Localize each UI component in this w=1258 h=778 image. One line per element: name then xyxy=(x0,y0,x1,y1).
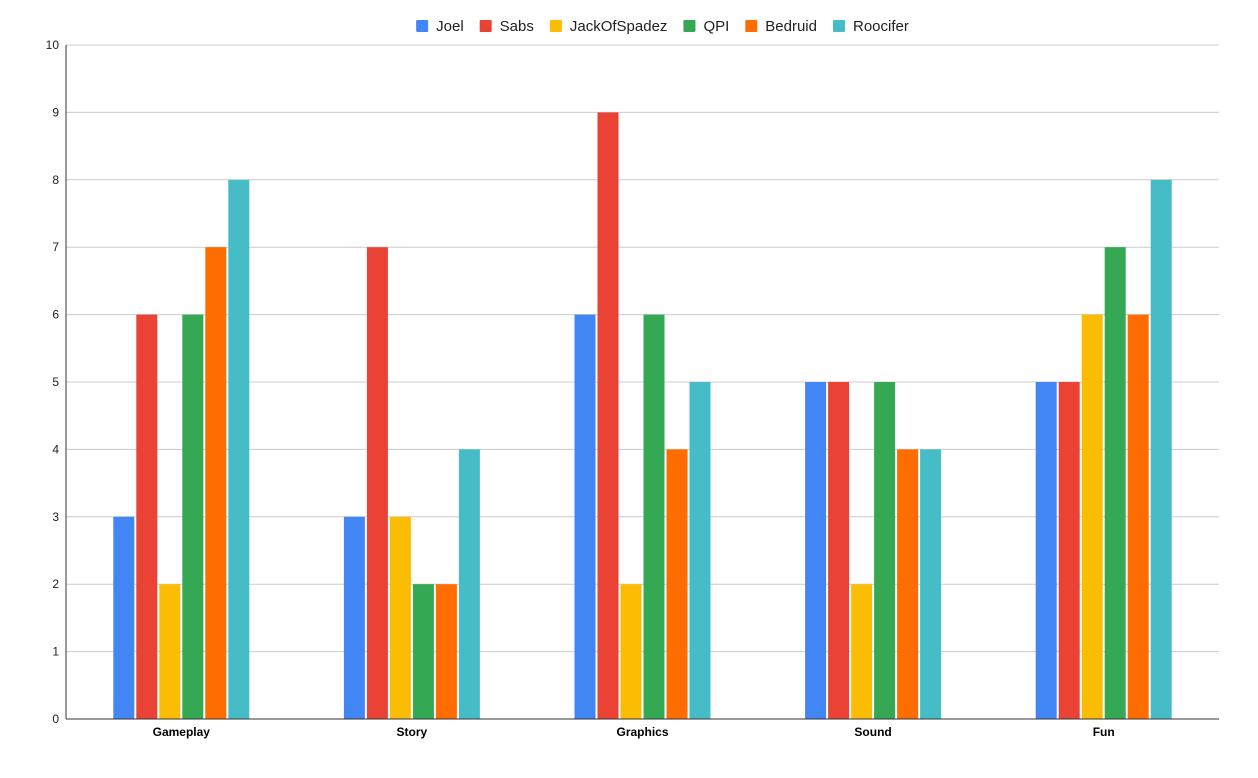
bar-gameplay-joel xyxy=(113,516,135,719)
bar-sound-roocifer xyxy=(920,449,942,719)
bar-fun-joel xyxy=(1035,382,1057,719)
bar-gameplay-qpi xyxy=(182,314,204,719)
bar-graphics-bedruid xyxy=(666,449,688,719)
x-category-label: Sound xyxy=(854,725,891,739)
y-tick-label: 0 xyxy=(52,712,59,726)
legend-item-bedruid[interactable]: Bedruid xyxy=(745,18,817,35)
y-tick-label: 6 xyxy=(52,308,59,322)
bar-sound-bedruid xyxy=(897,449,919,719)
bar-fun-sabs xyxy=(1058,382,1080,719)
legend-swatch xyxy=(479,20,492,32)
legend-label: Joel xyxy=(436,18,464,35)
y-tick-label: 2 xyxy=(52,577,59,591)
bar-gameplay-roocifer xyxy=(228,179,250,720)
bar-sound-jackofspadez xyxy=(851,584,873,719)
y-tick-label: 10 xyxy=(46,38,60,52)
y-tick-label: 4 xyxy=(52,442,59,456)
legend-swatch xyxy=(745,20,758,32)
legend-item-sabs[interactable]: Sabs xyxy=(479,18,534,35)
legend-swatch xyxy=(683,20,696,32)
bar-graphics-jackofspadez xyxy=(620,584,642,719)
bar-sound-sabs xyxy=(828,382,850,719)
bar-sound-joel xyxy=(805,382,827,719)
y-tick-label: 7 xyxy=(52,240,59,254)
bar-fun-roocifer xyxy=(1150,179,1172,720)
bar-graphics-qpi xyxy=(643,314,665,719)
bar-fun-qpi xyxy=(1104,247,1126,719)
y-tick-label: 9 xyxy=(52,105,59,119)
bar-story-joel xyxy=(343,516,365,719)
legend-label: Roocifer xyxy=(853,18,909,35)
legend-swatch xyxy=(832,20,845,32)
bars xyxy=(113,112,1172,720)
legend-label: QPI xyxy=(703,18,729,35)
bar-gameplay-jackofspadez xyxy=(159,584,181,719)
legend-label: Bedruid xyxy=(765,18,817,35)
bar-graphics-sabs xyxy=(597,112,619,719)
legend-swatch xyxy=(416,20,429,32)
bar-graphics-joel xyxy=(574,314,596,719)
bar-story-jackofspadez xyxy=(389,516,411,719)
legend-swatch xyxy=(549,20,562,32)
bar-gameplay-bedruid xyxy=(205,247,227,719)
x-category-label: Gameplay xyxy=(153,725,211,739)
x-category-label: Graphics xyxy=(616,725,668,739)
bar-graphics-roocifer xyxy=(689,382,711,719)
y-tick-label: 1 xyxy=(52,645,59,659)
y-tick-label: 5 xyxy=(52,375,59,389)
y-axis-tick-labels: 0 1 2 3 4 5 6 7 8 9 10 xyxy=(46,38,60,726)
legend-item-joel[interactable]: Joel xyxy=(416,18,464,35)
gridlines xyxy=(66,44,1219,653)
bar-sound-qpi xyxy=(874,382,896,719)
axes xyxy=(65,45,1219,720)
x-axis-category-labels: Gameplay Story Graphics Sound Fun xyxy=(153,725,1115,739)
bar-story-bedruid xyxy=(435,584,457,719)
legend-item-qpi[interactable]: QPI xyxy=(683,18,729,35)
bar-story-qpi xyxy=(412,584,434,719)
bar-fun-jackofspadez xyxy=(1081,314,1103,719)
bar-story-sabs xyxy=(366,247,388,719)
bar-story-roocifer xyxy=(458,449,480,719)
x-category-label: Story xyxy=(397,725,428,739)
legend-label: JackOfSpadez xyxy=(570,18,668,35)
y-tick-label: 8 xyxy=(52,173,59,187)
legend-item-roocifer[interactable]: Roocifer xyxy=(832,18,909,35)
legend: Joel Sabs JackOfSpadez QPI Bedruid Roocifer xyxy=(416,18,909,35)
y-tick-label: 3 xyxy=(52,510,59,524)
legend-item-jackofspadez[interactable]: JackOfSpadez xyxy=(549,18,668,35)
bar-gameplay-sabs xyxy=(136,314,158,719)
legend-label: Sabs xyxy=(500,18,534,35)
bar-fun-bedruid xyxy=(1127,314,1149,719)
x-category-label: Fun xyxy=(1093,725,1115,739)
